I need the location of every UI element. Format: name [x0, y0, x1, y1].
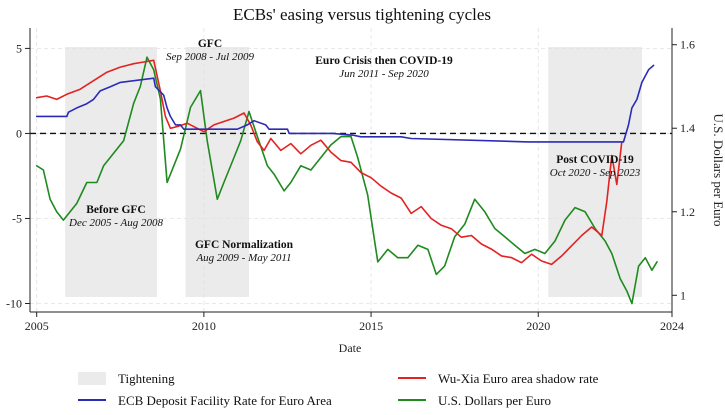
annotation-title-2: Before GFC — [86, 204, 146, 216]
tightening-band-1 — [185, 47, 250, 297]
x-axis-title: Date — [339, 341, 362, 355]
chart-title: ECBs' easing versus tightening cycles — [233, 5, 491, 24]
annotation-title-4: Post COVID-19 — [556, 154, 634, 166]
annotation-subtitle-4: Oct 2020 - Sep 2023 — [550, 167, 641, 179]
legend-label-0: Tightening — [118, 371, 175, 386]
x-tick-label-2: 2015 — [359, 319, 383, 333]
annotation-subtitle-2: Dec 2005 - Aug 2008 — [68, 217, 163, 229]
y-left-tick-label-3: -10 — [6, 296, 22, 310]
x-tick-label-1: 2010 — [192, 319, 216, 333]
legend-label-2: ECB Deposit Facility Rate for Euro Area — [118, 393, 332, 408]
annotation-title-1: Euro Crisis then COVID-19 — [315, 55, 453, 67]
x-tick-label-3: 2020 — [526, 319, 550, 333]
tightening-band-0 — [65, 47, 158, 297]
y-left-tick-label-2: -5 — [12, 211, 22, 225]
legend-label-1: Wu-Xia Euro area shadow rate — [438, 371, 599, 386]
x-tick-label-0: 2005 — [25, 319, 49, 333]
x-tick-label-4: 2024 — [660, 319, 684, 333]
y-axis-right-title: U.S. Dollars per Euro — [711, 113, 725, 226]
y-right-tick-label-1: 1.4 — [680, 121, 695, 135]
tightening-band-2 — [548, 47, 642, 297]
annotation-title-0: GFC — [198, 38, 222, 50]
series-line-wu-xia-euro-area-shadow-rate — [35, 59, 623, 266]
series-line-u-s-dollars-per-euro — [35, 56, 658, 305]
series-line-ecb-deposit-facility-rate-for-euro-area — [35, 64, 655, 143]
legend-swatch-0 — [78, 372, 106, 385]
annotation-subtitle-3: Aug 2009 - May 2011 — [195, 252, 291, 264]
annotation-subtitle-0: Sep 2008 - Jul 2009 — [166, 51, 254, 63]
y-right-tick-label-3: 1 — [680, 288, 686, 302]
y-left-tick-label-1: 0 — [16, 126, 22, 140]
annotation-title-3: GFC Normalization — [195, 239, 294, 251]
y-right-tick-label-0: 1.6 — [680, 38, 695, 52]
y-right-tick-label-2: 1.2 — [680, 205, 695, 219]
annotation-subtitle-1: Jun 2011 - Sep 2020 — [339, 68, 429, 80]
y-left-tick-label-0: 5 — [16, 41, 22, 55]
legend-label-3: U.S. Dollars per Euro — [438, 393, 551, 408]
